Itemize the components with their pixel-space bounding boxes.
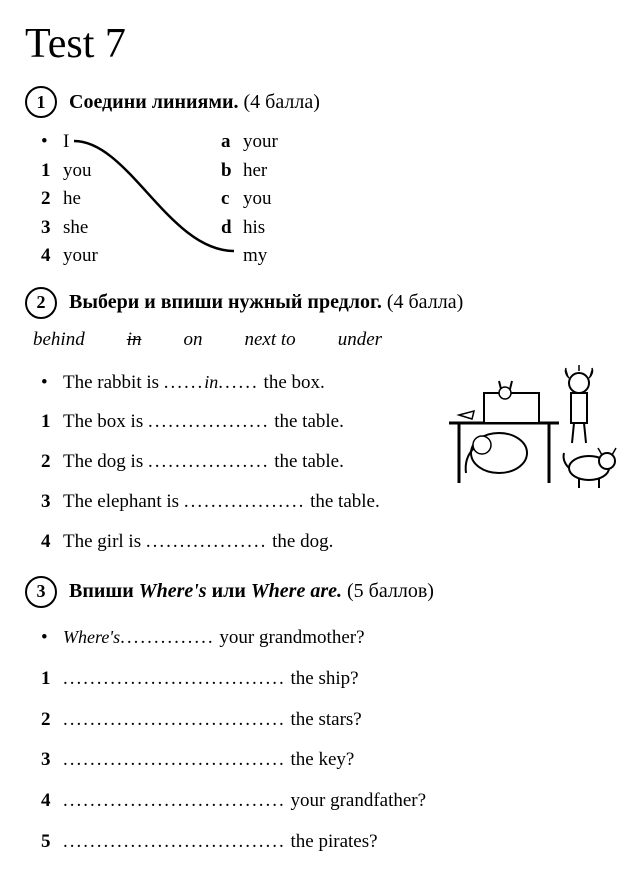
list-item: your	[63, 245, 98, 266]
ex3-title-ital1: Where's	[139, 580, 207, 602]
ex1-number-circle: 1	[25, 86, 57, 118]
ex3-title-pre: Впиши	[69, 580, 134, 602]
ex3-title-mid: или	[212, 580, 246, 602]
blank-dots[interactable]: .................................	[63, 709, 286, 730]
blank-dots[interactable]: .................................	[63, 749, 286, 770]
page-title: Test 7	[25, 20, 619, 68]
sentence-post: the key?	[286, 749, 355, 770]
sentence-post: the stars?	[286, 709, 362, 730]
ex3-header: 3 Впиши Where's или Where are. (5 баллов…	[25, 576, 619, 608]
list-number: 4	[41, 242, 63, 271]
option-word: next to	[245, 329, 296, 351]
preposition-scene-illustration	[424, 353, 624, 503]
blank-dots[interactable]: ..................	[184, 491, 306, 512]
sentence-post: the table.	[305, 491, 379, 512]
ex2-number-circle: 2	[25, 287, 57, 319]
list-number: 1	[41, 402, 63, 442]
ex2-body: •The rabbit is ......in...... the box. 1…	[25, 363, 619, 562]
ex1-body: •Iayour 1youbher 2hecyou 3shedhis 4yourm…	[41, 128, 619, 271]
blank-dots[interactable]: ..................	[148, 411, 270, 432]
list-item: I	[63, 131, 69, 152]
list-letter: a	[221, 128, 243, 157]
ex3-title-ital2: Where are.	[251, 580, 342, 602]
ex1-header: 1 Соедини линиями. (4 балла)	[25, 86, 619, 118]
sentence-pre: The elephant is	[63, 491, 184, 512]
filled-answer: in	[204, 372, 218, 392]
list-number: 4	[41, 781, 63, 822]
ex1-title-bold: Соедини линиями.	[69, 91, 239, 113]
sentence-pre: The rabbit is	[63, 372, 164, 393]
ex2-title-bold: Выбери и впиши нужный предлог.	[69, 291, 382, 313]
sentence-pre: The box is	[63, 411, 148, 432]
list-letter: c	[221, 185, 243, 214]
sentence-post: the table.	[269, 411, 343, 432]
list-item: her	[243, 160, 267, 181]
sentence-post: the box.	[259, 372, 325, 393]
list-number: 4	[41, 522, 63, 562]
ex2-word-bank: behind in on next to under	[33, 329, 619, 351]
blank-dots[interactable]: ......	[164, 372, 205, 393]
blank-dots[interactable]: ..................	[146, 531, 268, 552]
list-number: 1	[41, 659, 63, 700]
blank-dots[interactable]: .................................	[63, 668, 286, 689]
option-word: on	[184, 329, 203, 351]
list-bullet: •	[41, 128, 63, 157]
list-item: you	[63, 160, 92, 181]
list-bullet: •	[41, 363, 63, 403]
list-number: 2	[41, 185, 63, 214]
list-number: 1	[41, 157, 63, 186]
list-number: 5	[41, 822, 63, 863]
option-word: behind	[33, 329, 85, 351]
blank-dots[interactable]: ..............	[120, 627, 215, 648]
sentence-post: the table.	[269, 451, 343, 472]
list-letter: d	[221, 214, 243, 243]
sentence-post: the pirates?	[286, 831, 378, 852]
sentence-post: your grandmother?	[215, 627, 365, 648]
ex3-body: •Where's.............. your grandmother?…	[41, 618, 619, 863]
sentence-pre: The dog is	[63, 451, 148, 472]
sentence-post: the ship?	[286, 668, 359, 689]
sentence-post: your grandfather?	[286, 790, 426, 811]
list-letter: b	[221, 157, 243, 186]
blank-dots[interactable]: ..................	[148, 451, 270, 472]
ex2-header: 2 Выбери и впиши нужный предлог. (4 балл…	[25, 287, 619, 319]
list-number: 2	[41, 442, 63, 482]
blank-dots[interactable]: ......	[218, 372, 259, 393]
blank-dots[interactable]: .................................	[63, 790, 286, 811]
list-number: 2	[41, 700, 63, 741]
ex3-number-circle: 3	[25, 576, 57, 608]
list-item: she	[63, 217, 88, 238]
blank-dots[interactable]: .................................	[63, 831, 286, 852]
list-number: 3	[41, 214, 63, 243]
list-item: my	[243, 245, 267, 266]
list-bullet: •	[41, 618, 63, 659]
list-item: your	[243, 131, 278, 152]
list-item: you	[243, 188, 272, 209]
list-number: 3	[41, 740, 63, 781]
filled-answer: Where's	[63, 627, 120, 647]
option-word: under	[338, 329, 382, 351]
ex1-title-points: (4 балла)	[244, 91, 320, 113]
list-item: his	[243, 217, 265, 238]
sentence-pre: The girl is	[63, 531, 146, 552]
list-item: he	[63, 188, 81, 209]
ex2-title-points: (4 балла)	[387, 291, 463, 313]
list-number: 3	[41, 482, 63, 522]
ex3-title-points: (5 баллов)	[347, 580, 434, 602]
option-word-struck: in	[127, 329, 142, 351]
sentence-post: the dog.	[267, 531, 333, 552]
